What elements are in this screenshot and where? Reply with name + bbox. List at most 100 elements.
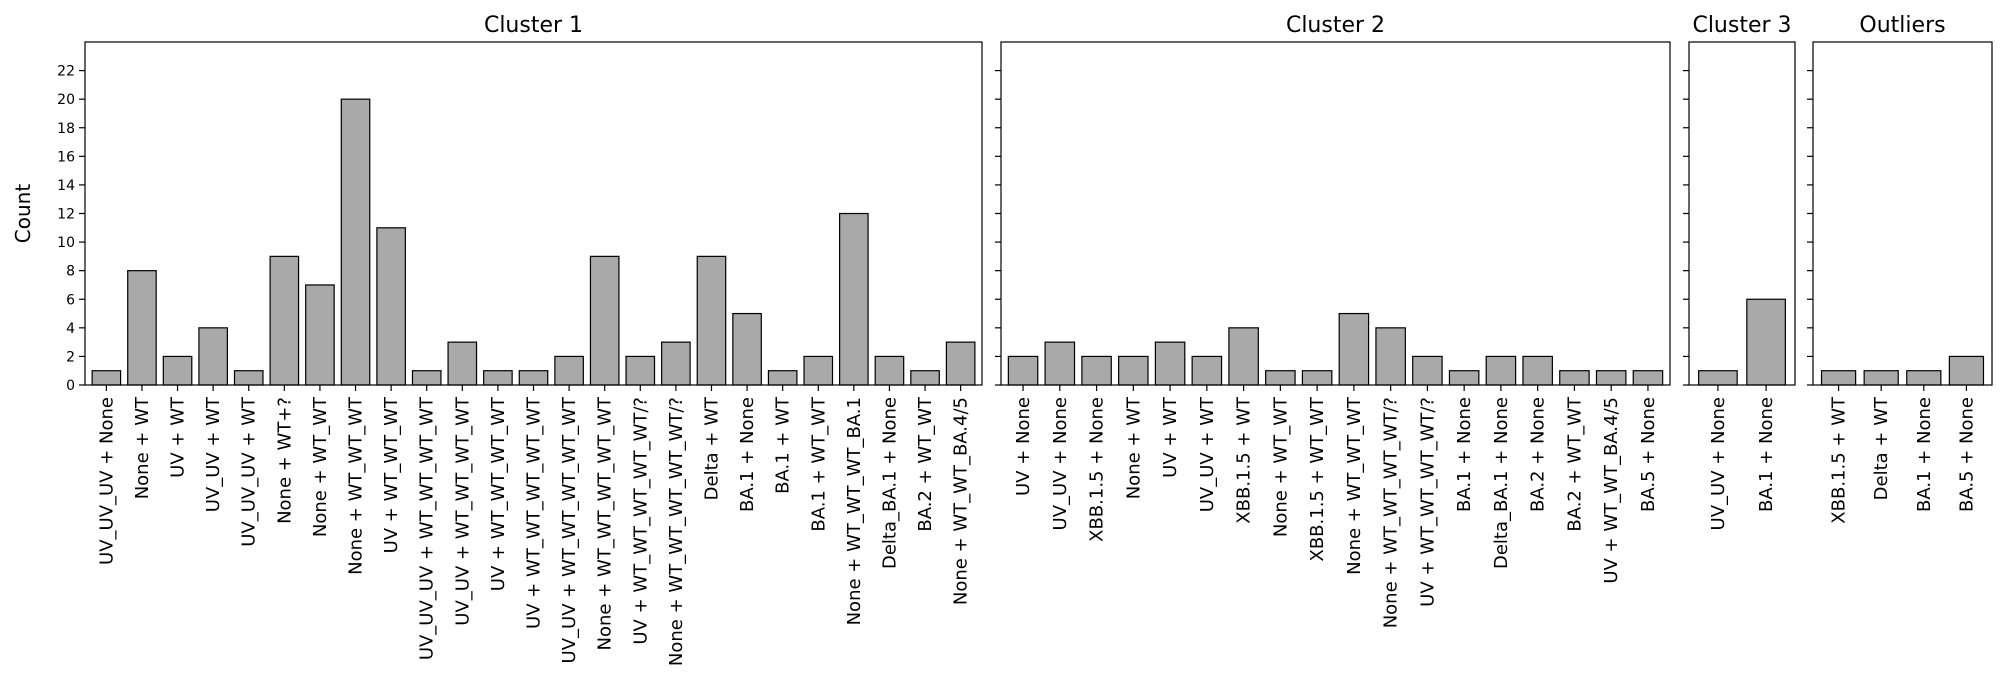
x-tick-label: None + WT_WT_WT_WT_WT <box>595 396 616 650</box>
x-tick-label: UV_UV_UV + WT_WT_WT_WT <box>417 396 438 660</box>
x-tick-label: Delta_BA.1 + None <box>879 397 900 569</box>
y-tick-label: 8 <box>66 264 75 280</box>
plot-frame <box>1688 41 1796 386</box>
bar <box>1191 355 1223 386</box>
x-tick-label: BA.2 + WT_WT <box>1564 396 1585 532</box>
x-tick-label: UV_UV + WT_WT_WT_WT_WT <box>559 396 580 663</box>
bar <box>1559 370 1590 386</box>
x-tick-label: BA.1 + WT <box>773 396 794 494</box>
bar <box>589 255 620 386</box>
plot-frame <box>84 41 983 386</box>
y-tick-label: 14 <box>57 178 75 194</box>
bar <box>1485 355 1517 386</box>
x-tick-label: None + WT <box>1123 396 1144 499</box>
bar <box>91 370 122 386</box>
x-tick-label: XBB.1.5 + WT <box>1829 396 1850 524</box>
bar <box>1228 327 1259 386</box>
bar <box>1595 370 1627 386</box>
x-tick-label: Delta_BA.1 + None <box>1491 397 1512 569</box>
bar <box>1118 355 1149 386</box>
bar <box>661 341 691 386</box>
y-tick-label: 0 <box>66 378 75 394</box>
x-tick-label: None + WT_WT_WT_BA.1 <box>844 397 865 625</box>
y-tick-label: 20 <box>57 92 75 108</box>
bar <box>233 370 264 386</box>
bar <box>1863 370 1899 386</box>
bar <box>910 370 940 386</box>
plot-frame <box>1000 41 1671 386</box>
bar <box>803 355 834 386</box>
bar <box>839 212 869 386</box>
x-tick-label: UV_UV_UV + None <box>96 397 117 565</box>
bar <box>483 370 513 386</box>
y-tick-label: 12 <box>57 207 75 223</box>
panel-2: Cluster 2 UV + None UV_UV + None XBB.1.5 + … <box>995 13 1671 628</box>
plot-frame <box>1812 41 1993 386</box>
x-tick-label: UV_UV + WT_WT_WT_WT <box>452 396 473 626</box>
x-tick-label: None + WT <box>132 396 153 499</box>
x-tick-label: UV + WT_WT_WT_WT <box>488 396 509 591</box>
x-tick-label: BA.5 + None <box>1638 397 1659 512</box>
bar <box>1746 298 1786 386</box>
bar <box>269 255 300 386</box>
x-tick-label: BA.2 + WT_WT <box>915 396 936 532</box>
y-axis-label: Count <box>11 184 35 244</box>
x-tick-label: UV + WT_WT_BA.4/5 <box>1601 397 1622 584</box>
bar <box>1265 370 1296 386</box>
bar <box>1081 355 1112 386</box>
x-tick-label: BA.1 + None <box>737 397 758 512</box>
bar <box>732 312 762 386</box>
y-tick-label: 16 <box>57 149 75 165</box>
bar <box>340 98 371 386</box>
x-tick-label: BA.2 + None <box>1528 397 1549 512</box>
bar <box>305 284 335 386</box>
panel-4: Outliers XBB.1.5 + WT Delta + WT BA.1 + Non… <box>1807 13 1993 524</box>
x-tick-label: None + WT_WT_BA.4/5 <box>951 397 972 605</box>
bar <box>1698 370 1738 386</box>
x-tick-label: Delta + WT <box>701 396 722 500</box>
bar <box>1632 370 1664 386</box>
y-tick-label: 18 <box>57 121 75 137</box>
bar <box>1338 312 1370 386</box>
bar <box>1448 370 1480 386</box>
x-tick-label: UV_UV + None <box>1708 397 1729 530</box>
x-tick-label: BA.1 + None <box>1454 397 1475 512</box>
bar <box>874 355 905 386</box>
x-tick-label: UV_UV + WT <box>203 396 224 512</box>
x-tick-label: BA.5 + None <box>1956 397 1977 512</box>
panel-title: Outliers <box>1859 13 1945 38</box>
bar <box>1301 370 1333 386</box>
bar <box>376 227 406 386</box>
bar <box>1906 370 1942 386</box>
x-tick-label: None + WT+? <box>274 397 295 524</box>
x-tick-label: UV + WT_WT_WT_WT/? <box>1417 397 1438 607</box>
x-tick-label: XBB.1.5 + None <box>1087 397 1108 542</box>
x-tick-label: UV + WT <box>168 396 189 478</box>
x-tick-label: None + WT_WT_WT_WT/? <box>1381 397 1402 628</box>
x-tick-label: None + WT_WT_WT <box>1344 396 1365 575</box>
bar <box>447 341 478 386</box>
x-tick-label: XBB.1.5 + WT_WT <box>1307 396 1328 561</box>
x-tick-label: BA.1 + None <box>1914 397 1935 512</box>
panel-title: Cluster 1 <box>484 13 583 38</box>
bar <box>1154 341 1186 386</box>
bar <box>945 341 976 386</box>
x-tick-label: UV_UV + None <box>1050 397 1071 530</box>
bar <box>696 255 727 386</box>
x-tick-label: UV + WT <box>1160 396 1181 478</box>
y-tick-label: 6 <box>66 292 75 308</box>
y-tick-label: 2 <box>66 349 75 365</box>
bar <box>1412 355 1443 386</box>
x-tick-label: UV_UV_UV + WT <box>239 396 260 547</box>
x-tick-label: Delta + WT <box>1871 396 1892 500</box>
bar <box>1948 355 1985 386</box>
x-tick-label: None + WT_WT_WT <box>346 396 367 575</box>
y-tick-label: 22 <box>57 64 75 80</box>
x-tick-label: None + WT_WT <box>310 396 331 537</box>
panel-1: Cluster 1 0 2 4 6 8 10 12 14 16 18 20 22 Count UV_UV_U… <box>11 13 983 666</box>
bar <box>1044 341 1076 386</box>
bar <box>767 370 798 386</box>
bar <box>625 355 656 386</box>
x-tick-label: None + WT_WT_WT_WT_WT/? <box>666 397 687 666</box>
